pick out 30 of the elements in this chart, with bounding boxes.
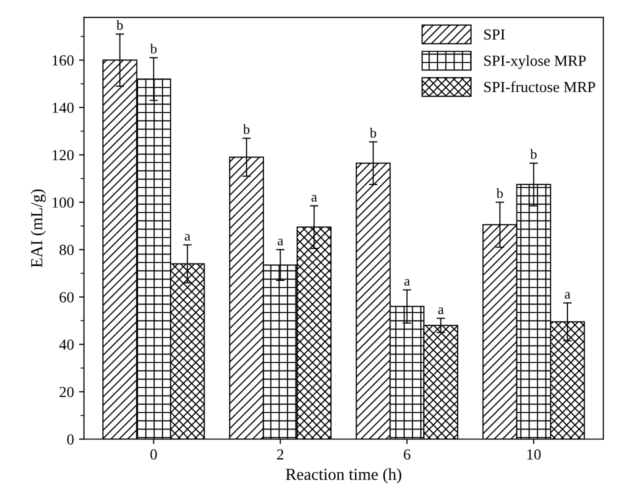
annotation: b: [530, 149, 537, 159]
y-tick-label: 40: [59, 340, 74, 350]
legend-label: SPI-xylose MRP: [484, 55, 586, 70]
y-tick-label: 140: [52, 102, 74, 113]
x-tick-label: 10: [527, 449, 541, 460]
annotation: a: [312, 194, 317, 202]
y-tick-label: 80: [60, 244, 74, 256]
x-tick-label: 6: [404, 449, 410, 460]
annotation: b: [116, 20, 123, 30]
annotation: a: [564, 292, 570, 299]
annotation: b: [370, 128, 376, 138]
y-axis-title: EAI (mL/g): [30, 189, 46, 268]
legend-label: SPI: [484, 29, 505, 40]
annotation: b: [243, 124, 250, 134]
y-tick-label: 0: [67, 434, 74, 445]
y-tick-label: 20: [60, 386, 74, 398]
legend-label: SPI-fructose MRP: [484, 81, 596, 92]
x-tick-label: 2: [277, 449, 284, 460]
annotation: a: [278, 238, 284, 246]
annotation: b: [150, 44, 157, 54]
x-tick-label: 0: [150, 449, 157, 460]
y-tick-label: 120: [52, 150, 74, 160]
annotation: a: [438, 307, 444, 314]
y-tick-label: 100: [52, 197, 74, 208]
y-tick-label: 60: [60, 292, 74, 302]
y-tick-label: 160: [52, 55, 74, 66]
x-axis-title: Reaction time (h): [286, 468, 402, 484]
annotation: a: [404, 279, 410, 286]
annotation: b: [496, 188, 503, 198]
annotation: a: [184, 234, 190, 241]
